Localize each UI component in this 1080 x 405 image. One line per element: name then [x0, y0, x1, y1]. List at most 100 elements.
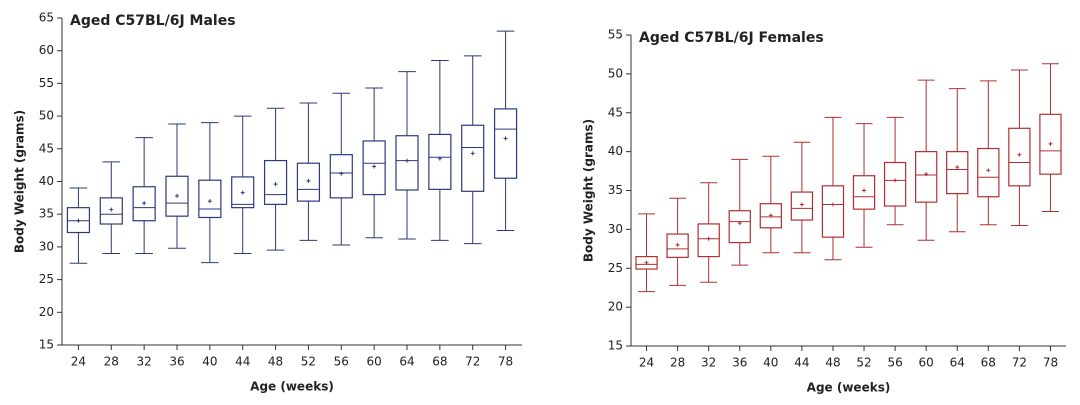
box — [883, 161, 907, 207]
x-tick-label: 24 — [71, 355, 86, 369]
box — [946, 151, 969, 195]
lower-whisker — [69, 232, 88, 264]
x-tick-label: 32 — [137, 355, 152, 369]
lower-whisker — [266, 204, 285, 251]
x-tick-label: 68 — [432, 355, 447, 369]
y-tick-label: 50 — [608, 66, 623, 80]
lower-whisker — [332, 197, 351, 246]
box — [329, 154, 353, 199]
mean-marker — [1017, 152, 1022, 157]
y-tick-label: 50 — [39, 109, 54, 123]
y-tick-label: 40 — [39, 174, 54, 188]
mean-marker — [768, 213, 773, 218]
mean-marker — [986, 168, 991, 173]
upper-whisker — [266, 107, 285, 161]
mean-marker — [306, 178, 311, 183]
x-tick-label: 56 — [334, 355, 349, 369]
box — [198, 179, 222, 219]
chart-title: Aged C57BL/6J Males — [70, 13, 236, 29]
box — [915, 151, 938, 203]
y-tick-label: 40 — [608, 144, 623, 158]
upper-whisker — [431, 60, 449, 135]
lower-whisker — [731, 242, 749, 266]
x-tick-label: 28 — [104, 355, 119, 369]
upper-whisker — [731, 158, 749, 211]
y-tick-label: 55 — [608, 28, 623, 42]
upper-whisker — [1010, 69, 1028, 129]
y-tick-label: 25 — [39, 272, 54, 286]
lower-whisker — [855, 209, 873, 248]
box — [821, 185, 845, 238]
upper-whisker — [463, 55, 482, 126]
upper-whisker — [398, 71, 416, 136]
box — [395, 135, 419, 191]
x-tick-label: 64 — [399, 355, 414, 369]
mean-marker — [273, 182, 278, 187]
lower-whisker — [700, 256, 718, 283]
y-tick-label: 20 — [608, 300, 623, 314]
mean-marker — [372, 164, 377, 169]
mean-marker — [142, 201, 147, 206]
lower-whisker — [824, 237, 842, 261]
y-tick-label: 25 — [608, 261, 623, 275]
lower-whisker — [948, 193, 966, 233]
x-tick-label: 60 — [367, 355, 382, 369]
mean-marker — [644, 260, 649, 265]
y-tick-label: 30 — [39, 239, 54, 253]
lower-whisker — [463, 191, 482, 245]
mean-marker — [737, 221, 742, 226]
x-tick-label: 44 — [235, 355, 250, 369]
upper-whisker — [855, 123, 873, 176]
upper-whisker — [638, 213, 655, 257]
mean-marker — [405, 158, 409, 163]
lower-whisker — [398, 190, 416, 240]
lower-whisker — [299, 201, 318, 241]
lower-whisker — [135, 220, 153, 254]
upper-whisker — [168, 123, 186, 177]
upper-whisker — [69, 187, 88, 208]
lower-whisker — [102, 224, 121, 254]
lower-whisker — [233, 207, 252, 254]
mean-marker — [207, 199, 212, 204]
mean-marker — [339, 171, 344, 176]
lower-whisker — [669, 257, 687, 286]
y-tick-label: 45 — [39, 141, 54, 155]
upper-whisker — [824, 116, 842, 186]
lower-whisker — [365, 194, 383, 239]
box — [493, 108, 518, 179]
mean-marker — [437, 156, 442, 161]
mean-marker — [830, 202, 835, 207]
upper-whisker — [793, 141, 811, 193]
x-tick-label: 72 — [1012, 356, 1027, 370]
mean-marker — [924, 172, 929, 177]
x-axis-label: Age (weeks) — [807, 381, 891, 395]
mean-marker — [675, 242, 680, 247]
box — [461, 124, 485, 192]
box — [1008, 127, 1031, 187]
lower-whisker — [886, 206, 904, 226]
y-tick-label: 55 — [39, 76, 54, 90]
upper-whisker — [700, 182, 718, 224]
upper-whisker — [496, 30, 515, 109]
y-tick-label: 15 — [39, 338, 54, 352]
x-tick-label: 24 — [639, 356, 654, 370]
mean-marker — [240, 190, 245, 195]
lower-whisker — [762, 227, 780, 254]
upper-whisker — [917, 79, 935, 152]
x-tick-label: 52 — [856, 356, 871, 370]
mean-marker — [76, 218, 81, 223]
upper-whisker — [886, 116, 904, 163]
x-tick-label: 44 — [794, 356, 809, 370]
x-tick-label: 60 — [919, 356, 934, 370]
mean-marker — [706, 236, 711, 241]
y-tick-label: 45 — [608, 105, 623, 119]
mean-marker — [470, 151, 475, 156]
lower-whisker — [431, 189, 449, 241]
box — [728, 210, 751, 244]
box — [977, 147, 1000, 198]
upper-whisker — [762, 155, 780, 204]
upper-whisker — [948, 88, 966, 152]
y-axis-label: Body Weight (grams) — [13, 110, 27, 253]
x-tick-label: 78 — [498, 355, 513, 369]
x-tick-label: 78 — [1043, 356, 1058, 370]
